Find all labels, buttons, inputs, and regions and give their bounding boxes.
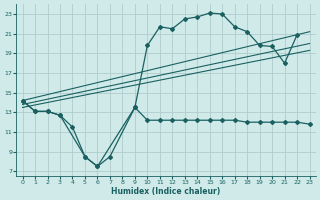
X-axis label: Humidex (Indice chaleur): Humidex (Indice chaleur) [111,187,221,196]
